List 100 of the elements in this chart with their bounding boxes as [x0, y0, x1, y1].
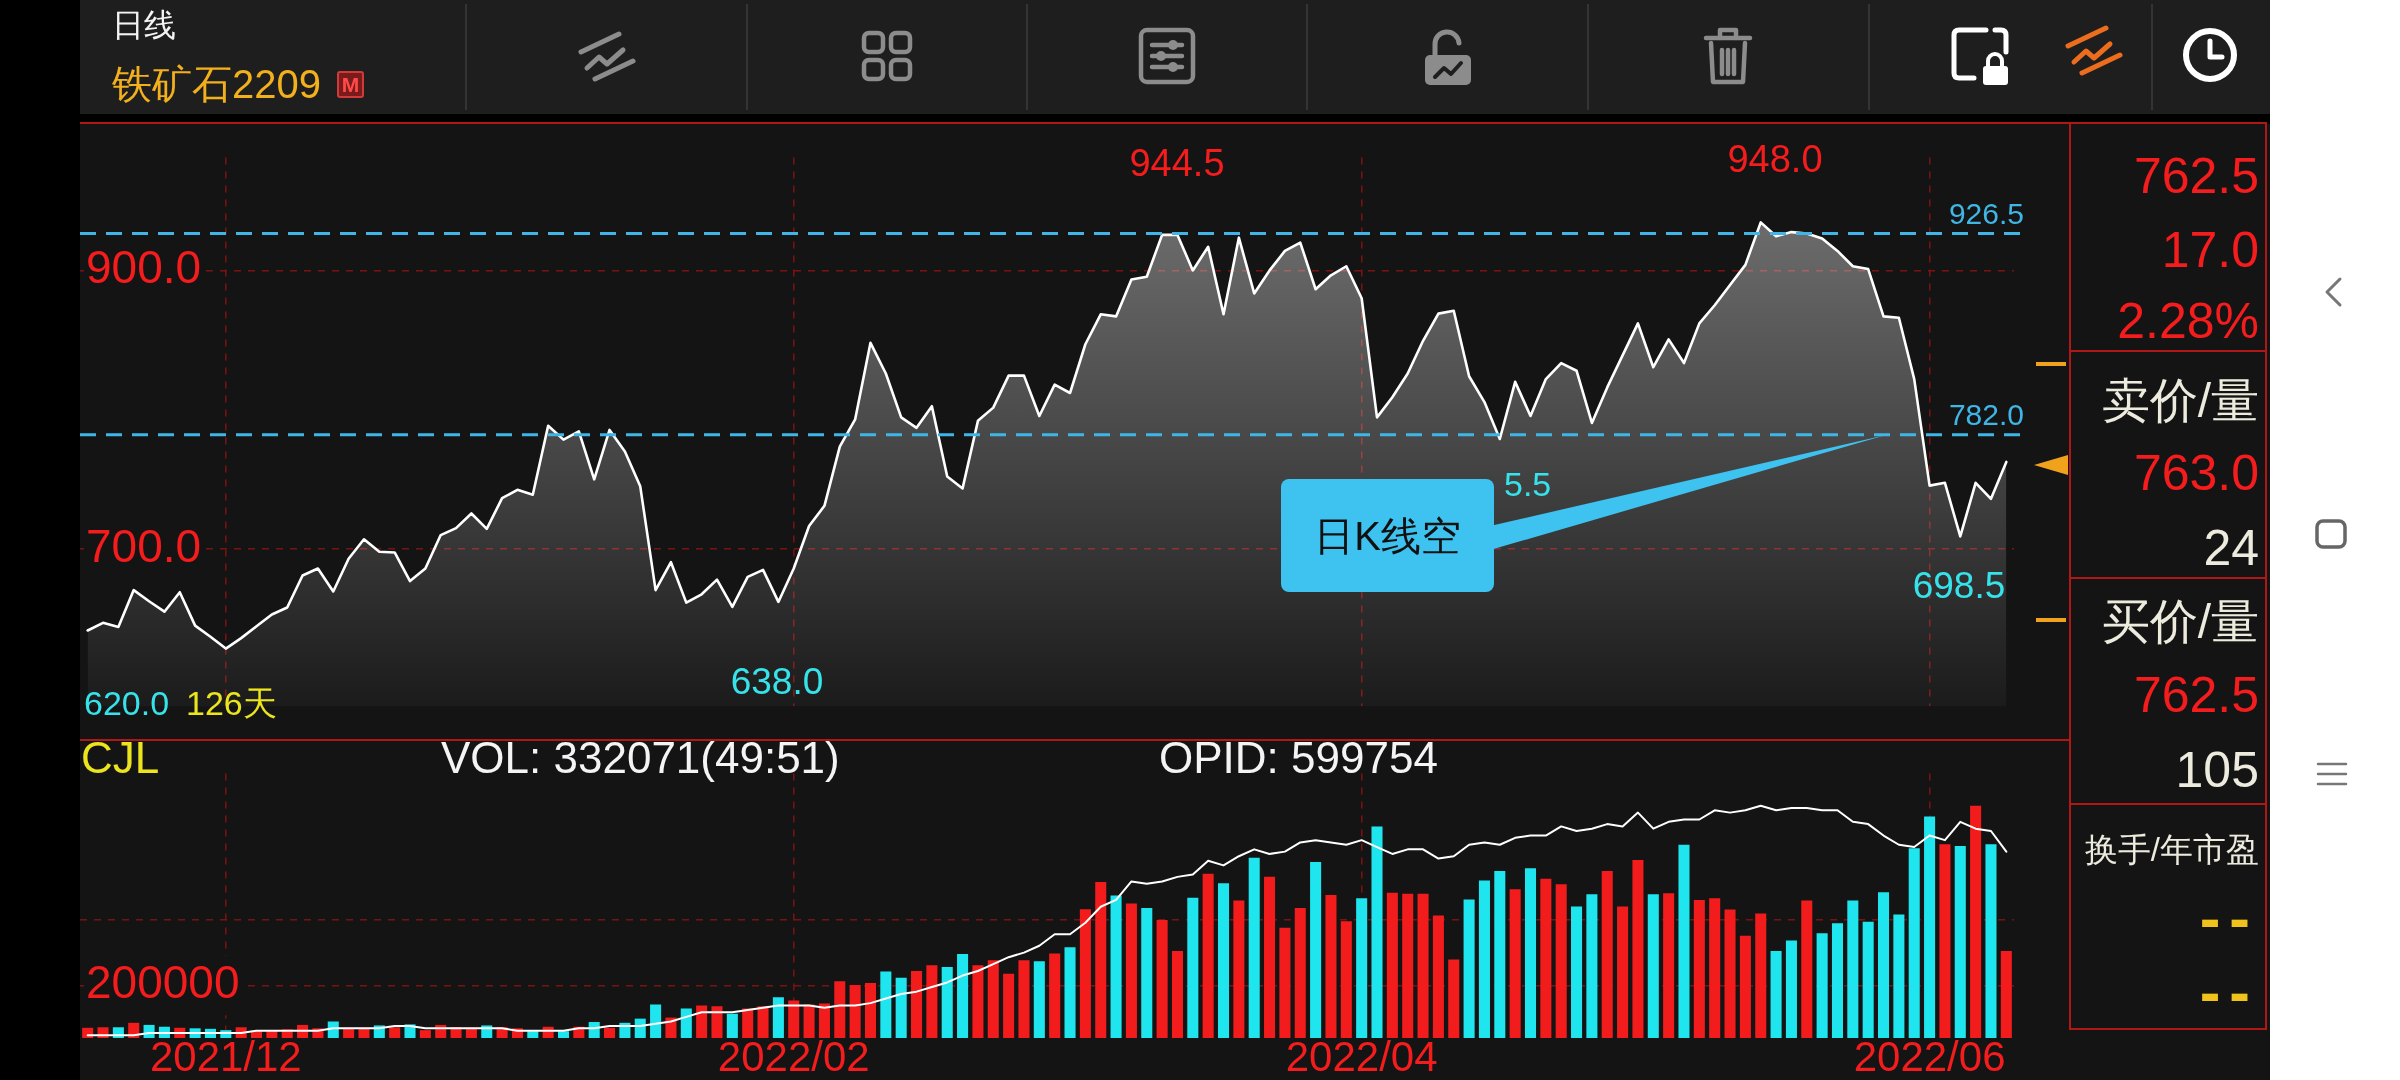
bar — [1862, 921, 1874, 1038]
bar — [1264, 876, 1276, 1038]
bar — [1233, 900, 1245, 1038]
bar — [957, 953, 969, 1038]
annotation: 620.0 — [84, 684, 170, 723]
bar — [1217, 883, 1230, 1038]
bar — [834, 981, 846, 1038]
bar — [1110, 895, 1122, 1038]
annotation: 日K线空 — [1314, 512, 1461, 559]
text: 17.0 — [2161, 221, 2259, 280]
x-tick-label: 2022/06 — [1853, 1032, 2006, 1080]
bar — [1571, 906, 1583, 1038]
bar — [1678, 844, 1690, 1038]
bar — [1356, 898, 1368, 1038]
bar — [1847, 900, 1859, 1038]
bar — [1954, 846, 1966, 1038]
bar — [1279, 927, 1291, 1038]
bar — [1893, 914, 1905, 1038]
bar — [1064, 947, 1076, 1038]
text: 105 — [2175, 741, 2259, 800]
bar — [1878, 892, 1890, 1038]
bar — [1724, 909, 1736, 1038]
bar — [1141, 907, 1153, 1038]
bar — [1524, 868, 1537, 1038]
bar — [1632, 859, 1644, 1038]
bar — [1079, 909, 1091, 1038]
bar — [1371, 826, 1383, 1038]
bar — [1310, 862, 1322, 1038]
bar — [1693, 900, 1705, 1038]
bar — [557, 1031, 570, 1038]
chart-title: 日线 — [112, 6, 176, 44]
annotation: 638.0 — [730, 661, 824, 703]
bar — [926, 965, 938, 1038]
chart-subtitle: 铁矿石2209 — [112, 61, 321, 108]
bar — [1755, 913, 1767, 1038]
bar — [726, 1013, 738, 1038]
bar — [1463, 899, 1475, 1038]
bar — [1785, 940, 1797, 1038]
bar — [1417, 893, 1429, 1038]
text: 卖价/量 — [2101, 373, 2259, 429]
bar — [941, 967, 953, 1038]
bar — [1601, 870, 1613, 1038]
annotation: 126天 — [186, 684, 277, 723]
bar — [1294, 907, 1306, 1038]
bar — [1816, 933, 1828, 1038]
bar — [1647, 894, 1659, 1038]
text: 762.5 — [2133, 147, 2259, 206]
bar — [1325, 895, 1337, 1038]
bar — [711, 1006, 723, 1038]
bar — [1801, 900, 1813, 1038]
text: 买价/量 — [2101, 594, 2259, 650]
bar — [1939, 844, 1951, 1038]
bar — [757, 1006, 769, 1038]
bar — [1924, 816, 1936, 1038]
bar — [1494, 870, 1506, 1038]
bar — [880, 971, 892, 1038]
bar — [1739, 935, 1751, 1038]
bar — [2000, 951, 2012, 1038]
bar — [1033, 961, 1045, 1038]
bar — [696, 1005, 708, 1038]
bar — [389, 1027, 401, 1038]
bar — [1448, 959, 1460, 1038]
bar — [1156, 919, 1168, 1038]
y-tick-label: 900.0 — [86, 241, 202, 294]
bar — [1003, 973, 1015, 1038]
bar — [1248, 857, 1260, 1038]
bar — [1202, 873, 1214, 1038]
text: 762.5 — [2133, 666, 2259, 725]
bar — [1095, 881, 1107, 1038]
bar — [849, 985, 861, 1038]
bar — [1586, 894, 1598, 1038]
y-tick-label: 200000 — [86, 956, 240, 1009]
bar — [1340, 921, 1352, 1038]
bar — [650, 1004, 662, 1038]
bar — [972, 965, 984, 1038]
bar — [864, 983, 877, 1038]
bar — [1171, 951, 1183, 1038]
text: 换手/年市盈 — [2084, 830, 2259, 870]
bar — [818, 1003, 830, 1038]
annotation: 944.5 — [1129, 142, 1225, 185]
annotation: 5.5 — [1504, 465, 1552, 504]
bar — [1985, 844, 1997, 1038]
bar — [419, 1030, 431, 1038]
bar — [788, 1000, 800, 1038]
bar — [1617, 906, 1629, 1038]
bar — [772, 997, 784, 1038]
bar — [1831, 923, 1844, 1038]
bar — [803, 1004, 815, 1038]
badge-icon: M — [337, 71, 364, 98]
bar — [1709, 898, 1721, 1038]
bar — [1770, 951, 1782, 1038]
text: 24 — [2203, 519, 2259, 578]
bar — [1049, 953, 1061, 1038]
bar — [987, 960, 999, 1038]
x-tick-label: 2022/04 — [1285, 1032, 1438, 1080]
ref-line-label: 926.5 — [1948, 196, 2024, 230]
text: 2.28% — [2117, 292, 2259, 351]
ref-line-label: 782.0 — [1948, 398, 2024, 432]
bar — [895, 977, 907, 1038]
bar — [1540, 878, 1552, 1038]
